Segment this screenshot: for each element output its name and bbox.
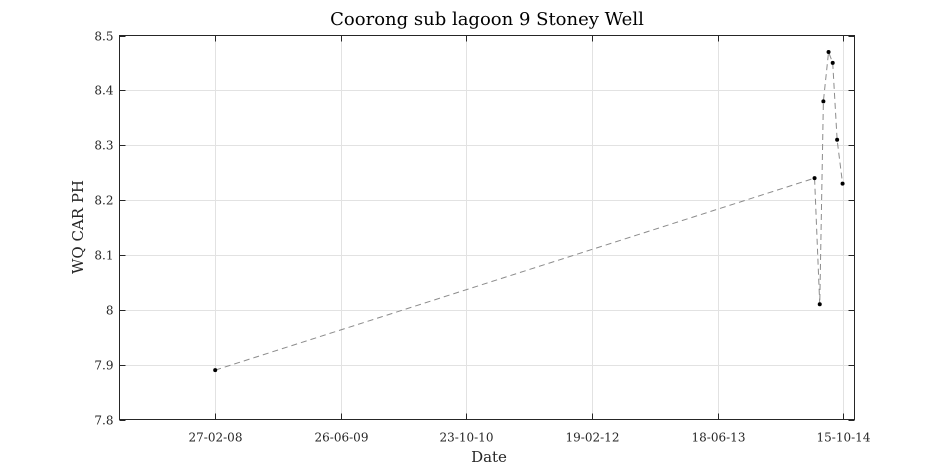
- data-point: [821, 99, 826, 104]
- data-point: [826, 49, 831, 54]
- data-point: [817, 302, 822, 307]
- y-tick-label: 7.9: [94, 359, 113, 373]
- plot-area: [119, 35, 854, 419]
- grid: [119, 35, 855, 420]
- x-axis-title: Date: [471, 448, 507, 466]
- data-point: [840, 181, 845, 186]
- data-point: [812, 176, 817, 181]
- ticks: 27-02-08 26-06-09 23-10-10 19-02-12 18-06-13…: [94, 30, 870, 445]
- x-tick-label: 23-10-10: [440, 431, 494, 445]
- y-axis-title: WQ CAR PH: [69, 180, 87, 274]
- series-layer: [213, 49, 845, 373]
- data-point: [835, 137, 840, 142]
- x-tick-label: 26-06-09: [315, 431, 369, 445]
- x-tick-label: 19-02-12: [566, 431, 620, 445]
- data-point: [830, 60, 835, 65]
- x-tick-label: 27-02-08: [189, 431, 243, 445]
- chart-title: Coorong sub lagoon 9 Stoney Well: [330, 9, 644, 30]
- y-tick-label: 8.5: [94, 30, 113, 44]
- data-point: [213, 368, 218, 373]
- series-line: [215, 51, 844, 371]
- axes-box: [119, 35, 855, 420]
- y-tick-label: 8.2: [94, 194, 113, 208]
- y-tick-label: 8.4: [94, 84, 113, 98]
- x-tick-label: 18-06-13: [692, 431, 746, 445]
- y-tick-label: 8.1: [94, 249, 113, 263]
- y-tick-label: 8: [106, 304, 114, 318]
- y-tick-label: 7.8: [94, 414, 113, 428]
- y-tick-label: 8.3: [94, 139, 113, 153]
- x-tick-label: 15-10-14: [817, 431, 871, 445]
